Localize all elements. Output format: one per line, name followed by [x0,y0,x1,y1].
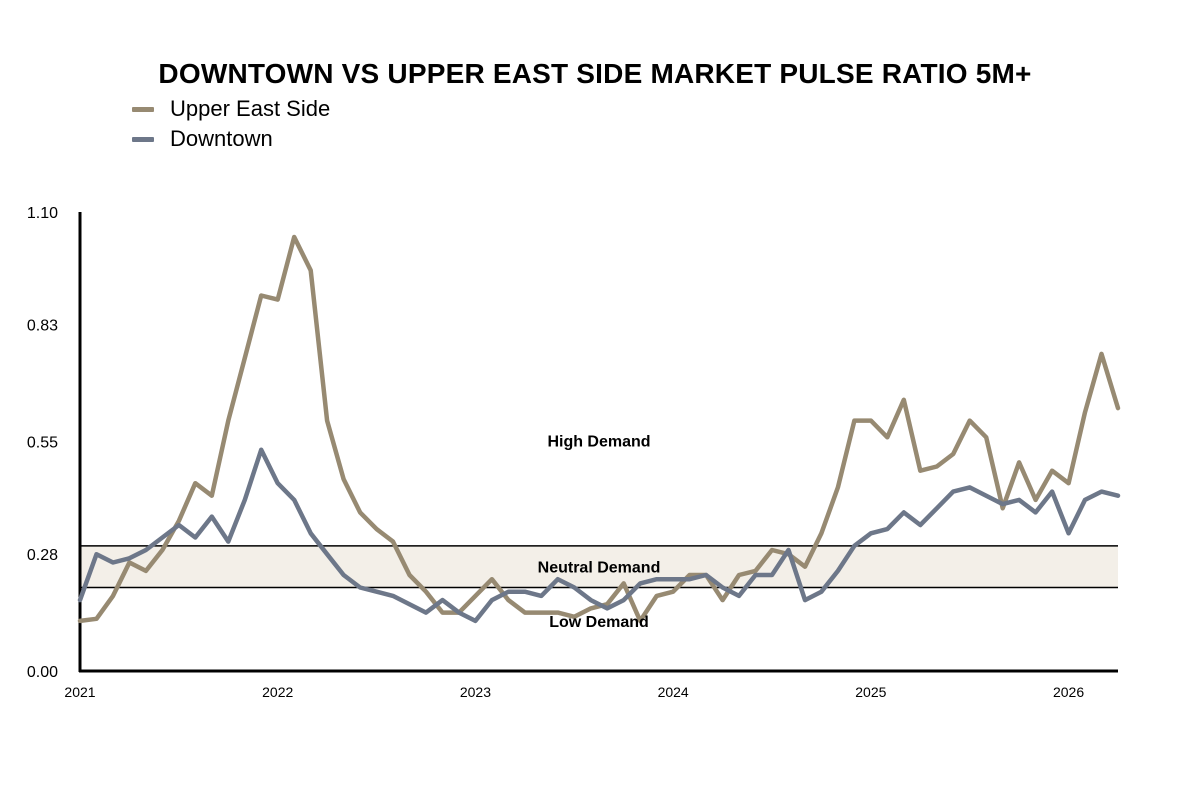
legend-item-downtown: Downtown [132,124,330,154]
legend-item-upper-east-side: Upper East Side [132,94,330,124]
y-tick-label: 0.00 [27,664,58,681]
y-tick-label: 0.28 [27,547,58,564]
zone-label-low-demand: Low Demand [549,614,649,631]
zone-label-high-demand: High Demand [547,434,650,451]
y-tick-label: 0.55 [27,435,58,452]
x-tick-label: 2024 [658,684,689,700]
legend-label-upper-east-side: Upper East Side [170,96,331,121]
tick-labels: 0.00 0.28 0.55 0.83 1.10 2021 2022 2023 2024 2025… [27,205,1084,700]
legend: Upper East Side Downtown [132,94,330,154]
x-tick-label: 2026 [1053,684,1084,700]
y-tick-label: 0.83 [27,318,58,335]
neutral-demand-band [80,545,1118,588]
x-tick-label: 2025 [855,684,886,700]
demand-zones [80,545,1118,589]
legend-label-downtown: Downtown [170,126,273,151]
zone-label-neutral-demand: Neutral Demand [538,560,661,577]
x-tick-label: 2022 [262,684,293,700]
zone-labels: High Demand Neutral Demand Low Demand [538,434,661,632]
y-tick-label: 1.10 [27,205,58,222]
series-line-downtown [77,447,1121,624]
series-lines [77,234,1121,624]
x-tick-label: 2023 [460,684,491,700]
x-tick-label: 2021 [64,684,95,700]
legend-swatch-upper-east-side [132,106,154,112]
legend-swatch-downtown [132,136,154,142]
chart-title: DOWNTOWN VS UPPER EAST SIDE MARKET PULSE… [158,58,1032,89]
